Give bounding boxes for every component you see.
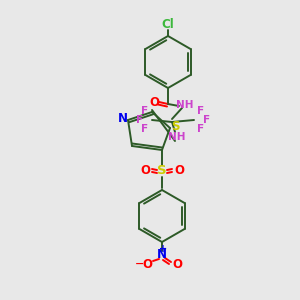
Text: NH: NH [176,100,194,110]
Text: +: + [159,244,167,254]
Text: NH: NH [168,132,186,142]
Text: N: N [118,112,128,125]
Text: F: F [141,106,148,116]
Text: N: N [157,248,167,262]
Text: S: S [171,119,179,133]
Text: F: F [136,115,144,125]
Text: S: S [157,164,167,176]
Text: O: O [140,164,150,176]
Text: F: F [197,106,205,116]
Text: Cl: Cl [162,19,174,32]
Text: F: F [197,124,205,134]
Text: O: O [172,257,182,271]
Text: O: O [142,257,152,271]
Text: O: O [174,164,184,176]
Text: O: O [149,95,159,109]
Text: F: F [141,124,148,134]
Text: −: − [135,259,145,269]
Text: F: F [203,115,211,125]
